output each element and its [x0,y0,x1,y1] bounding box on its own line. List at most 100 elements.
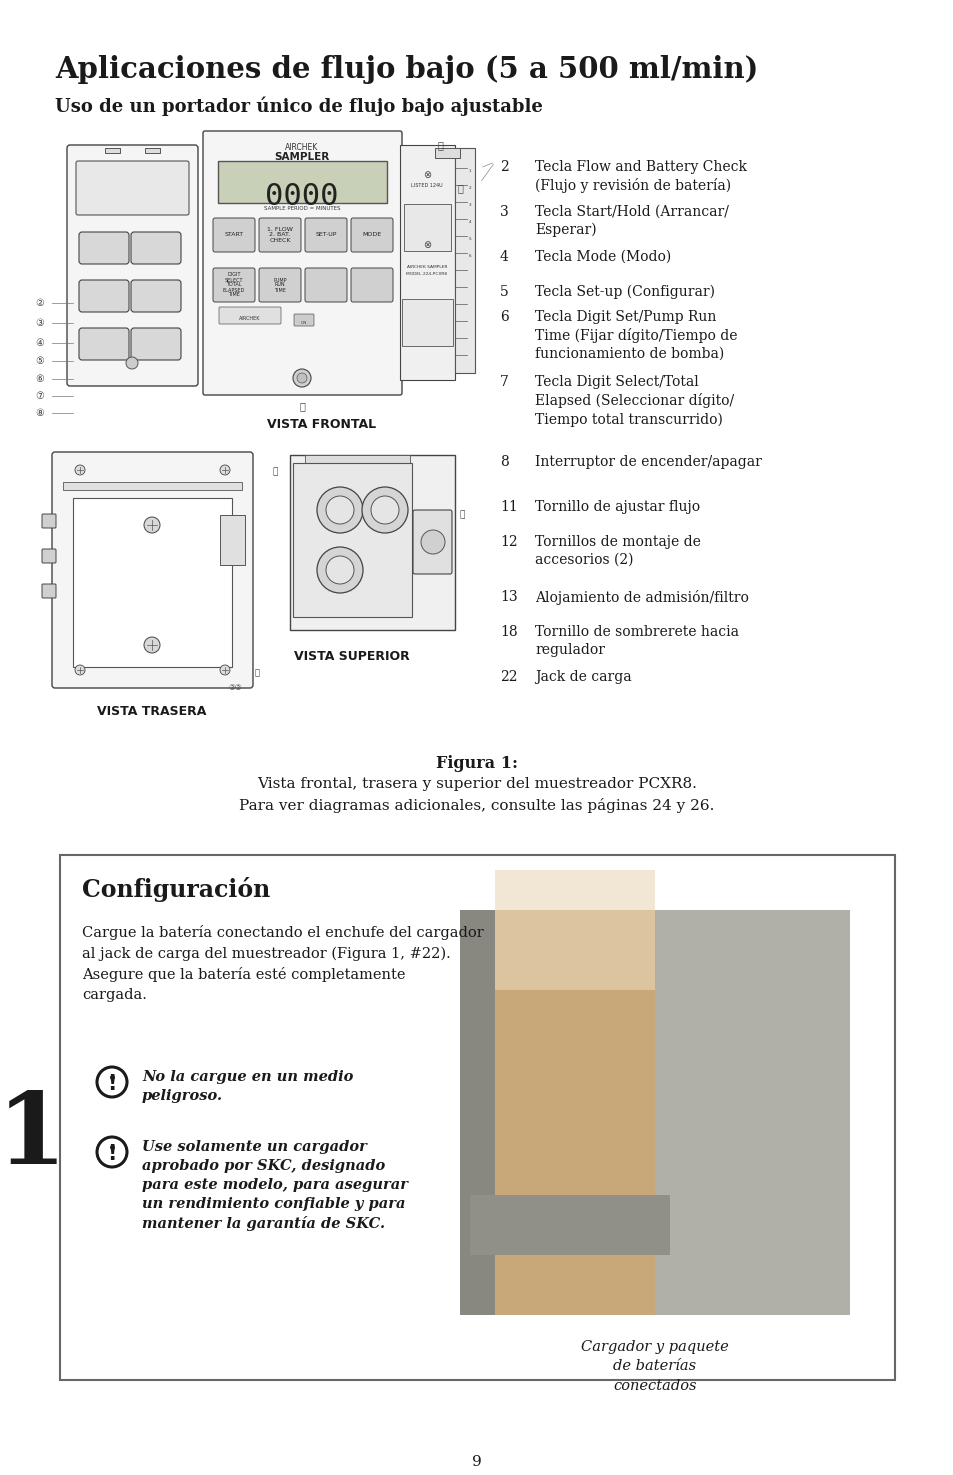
Text: 22: 22 [499,670,517,684]
FancyBboxPatch shape [218,161,387,204]
Text: Cargue la batería conectando el enchufe del cargador
al jack de carga del muestr: Cargue la batería conectando el enchufe … [82,925,483,1003]
FancyBboxPatch shape [351,218,393,252]
Circle shape [326,496,354,524]
Bar [455,148,475,373]
Circle shape [296,373,307,384]
Text: VISTA TRASERA: VISTA TRASERA [97,705,207,718]
Circle shape [371,496,398,524]
Circle shape [220,665,230,676]
Text: AIRCHEK SAMPLER: AIRCHEK SAMPLER [406,266,447,268]
Bar [495,910,655,1316]
Bar [459,910,849,1316]
Circle shape [75,665,85,676]
Text: Tecla Digit Set/Pump Run
Time (Fijar dígito/Tiempo de
funcionamiento de bomba): Tecla Digit Set/Pump Run Time (Fijar díg… [535,310,737,361]
Text: ②②: ②② [228,683,242,692]
FancyBboxPatch shape [435,148,459,158]
Text: 13: 13 [499,590,517,603]
Text: SAMPLER: SAMPLER [274,152,330,162]
Bar [495,870,655,990]
Text: 1: 1 [0,1089,67,1186]
Text: Tecla Flow and Battery Check
(Flujo y revisión de batería): Tecla Flow and Battery Check (Flujo y re… [535,159,746,193]
Text: AIRCHEK: AIRCHEK [239,316,260,322]
FancyBboxPatch shape [60,855,894,1381]
Circle shape [75,465,85,475]
FancyBboxPatch shape [219,307,281,324]
Text: Tecla Set-up (Configurar): Tecla Set-up (Configurar) [535,285,714,299]
Text: 6: 6 [469,254,471,258]
Text: 11: 11 [499,500,517,513]
Text: 2: 2 [499,159,508,174]
Bar [63,482,242,490]
Text: ⑪: ⑪ [298,401,305,412]
Text: ⑦: ⑦ [35,391,45,401]
Text: 0000: 0000 [265,181,338,211]
Text: PUMP
RUN
TIME: PUMP RUN TIME [273,277,287,292]
Text: Tornillo de sombrerete hacia
regulador: Tornillo de sombrerete hacia regulador [535,625,739,656]
FancyBboxPatch shape [42,513,56,528]
FancyBboxPatch shape [42,584,56,597]
Text: 1: 1 [469,170,471,173]
Bar [105,148,120,153]
Circle shape [420,530,444,555]
Text: LISTED 124U: LISTED 124U [411,183,442,187]
Text: Tecla Mode (Modo): Tecla Mode (Modo) [535,249,671,264]
Text: Interruptor de encender/apagar: Interruptor de encender/apagar [535,454,761,469]
FancyBboxPatch shape [413,510,452,574]
Text: 9: 9 [472,1454,481,1469]
Text: Use solamente un cargador
aprobado por SKC, designado
para este modelo, para ase: Use solamente un cargador aprobado por S… [142,1140,408,1232]
Text: ⊗: ⊗ [422,170,431,180]
Text: ⑱: ⑱ [459,510,465,519]
FancyBboxPatch shape [76,161,189,215]
Text: ⑬: ⑬ [456,183,462,193]
Text: Tornillo de ajustar flujo: Tornillo de ajustar flujo [535,500,700,513]
FancyBboxPatch shape [258,268,301,302]
FancyBboxPatch shape [401,299,453,347]
Text: ⑧: ⑧ [35,409,45,417]
Circle shape [97,1066,127,1097]
Bar [655,910,849,1316]
Text: Figura 1:: Figura 1: [436,755,517,771]
FancyBboxPatch shape [305,218,347,252]
Text: 4: 4 [499,249,508,264]
Text: Tornillos de montaje de
accesorios (2): Tornillos de montaje de accesorios (2) [535,535,700,566]
Text: Configuración: Configuración [82,878,270,903]
Circle shape [220,465,230,475]
Text: 3: 3 [499,205,508,218]
Circle shape [361,487,408,532]
Circle shape [326,556,354,584]
Bar [470,1195,669,1255]
FancyBboxPatch shape [294,314,314,326]
Circle shape [316,547,363,593]
Text: !: ! [107,1145,116,1164]
Text: Cargador y paquete
de baterías
conectados: Cargador y paquete de baterías conectado… [580,1339,728,1392]
FancyBboxPatch shape [67,145,198,386]
Text: ⑥: ⑥ [35,375,45,384]
Circle shape [144,637,160,653]
Bar [305,454,410,463]
Text: ⑫: ⑫ [436,140,442,150]
Text: Tecla Start/Hold (Arrancar/
Esperar): Tecla Start/Hold (Arrancar/ Esperar) [535,205,728,237]
Bar [145,148,160,153]
Text: 1. FLOW
2. BAT.
CHECK: 1. FLOW 2. BAT. CHECK [267,227,293,243]
Text: Jack de carga: Jack de carga [535,670,631,684]
Text: 4: 4 [469,220,471,224]
FancyBboxPatch shape [79,280,129,313]
Circle shape [97,1137,127,1167]
Text: Aplicaciones de flujo bajo (5 a 500 ml/min): Aplicaciones de flujo bajo (5 a 500 ml/m… [55,55,758,84]
Circle shape [101,1071,123,1093]
FancyBboxPatch shape [131,327,181,360]
FancyBboxPatch shape [213,268,254,302]
Bar [220,515,245,565]
Text: Uso de un portador único de flujo bajo ajustable: Uso de un portador único de flujo bajo a… [55,97,542,117]
Text: ②: ② [35,298,45,308]
Text: ⑱: ⑱ [254,668,260,677]
Text: Tecla Digit Select/Total
Elapsed (Seleccionar dígito/
Tiempo total transcurrido): Tecla Digit Select/Total Elapsed (Selecc… [535,375,734,426]
FancyBboxPatch shape [131,232,181,264]
Text: Alojamiento de admisión/filtro: Alojamiento de admisión/filtro [535,590,748,605]
FancyBboxPatch shape [351,268,393,302]
Text: 5: 5 [499,285,508,299]
Text: 3: 3 [469,204,471,206]
Circle shape [316,487,363,532]
Text: ON: ON [300,322,307,324]
Text: START: START [224,233,243,237]
